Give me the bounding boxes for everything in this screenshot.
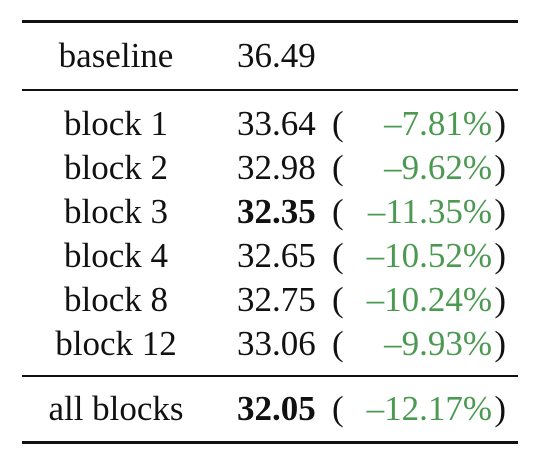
delta-value: –9.93%	[384, 324, 492, 363]
row-value: 32.75	[237, 280, 316, 319]
row-value: 32.98	[237, 148, 316, 187]
row-label: all blocks	[48, 389, 184, 428]
row-label: block 12	[55, 324, 177, 363]
delta-value: –10.52%	[366, 236, 492, 275]
delta-value: –10.24%	[366, 280, 492, 319]
delta-value: –11.35%	[367, 192, 492, 231]
row-value: 32.65	[237, 236, 316, 275]
row-label: block 8	[63, 280, 168, 319]
table-row: block 3 32.35 ( –11.35% )	[22, 190, 518, 234]
row-label: block 3	[63, 192, 168, 231]
top-rule	[22, 20, 518, 23]
row-label: block 1	[63, 104, 168, 143]
delta-value: –9.62%	[384, 148, 492, 187]
table-row: block 12 33.06 ( –9.93% )	[22, 322, 518, 366]
table-row: block 2 32.98 ( –9.62% )	[22, 146, 518, 190]
row-label: block 2	[63, 148, 168, 187]
row-label: block 4	[63, 236, 168, 275]
table-row-all-blocks: all blocks 32.05 ( –12.17% )	[22, 387, 518, 431]
delta-value: –12.17%	[366, 389, 492, 428]
row-value: 33.06	[237, 324, 316, 363]
row-value: 32.35	[237, 192, 316, 231]
delta-value: –7.81%	[384, 104, 492, 143]
row-value: 36.49	[237, 36, 316, 75]
row-value: 32.05	[237, 389, 316, 428]
table-row: block 1 33.64 ( –7.81% )	[22, 102, 518, 146]
row-label: baseline	[58, 36, 174, 75]
row-value: 33.64	[237, 104, 316, 143]
table-row-baseline: baseline 36.49	[22, 34, 518, 78]
table-row: block 4 32.65 ( –10.52% )	[22, 234, 518, 278]
bottom-rule	[22, 441, 518, 444]
mid-rule-top	[22, 89, 518, 91]
table-row: block 8 32.75 ( –10.24% )	[22, 278, 518, 322]
mid-rule-bottom	[22, 375, 518, 377]
